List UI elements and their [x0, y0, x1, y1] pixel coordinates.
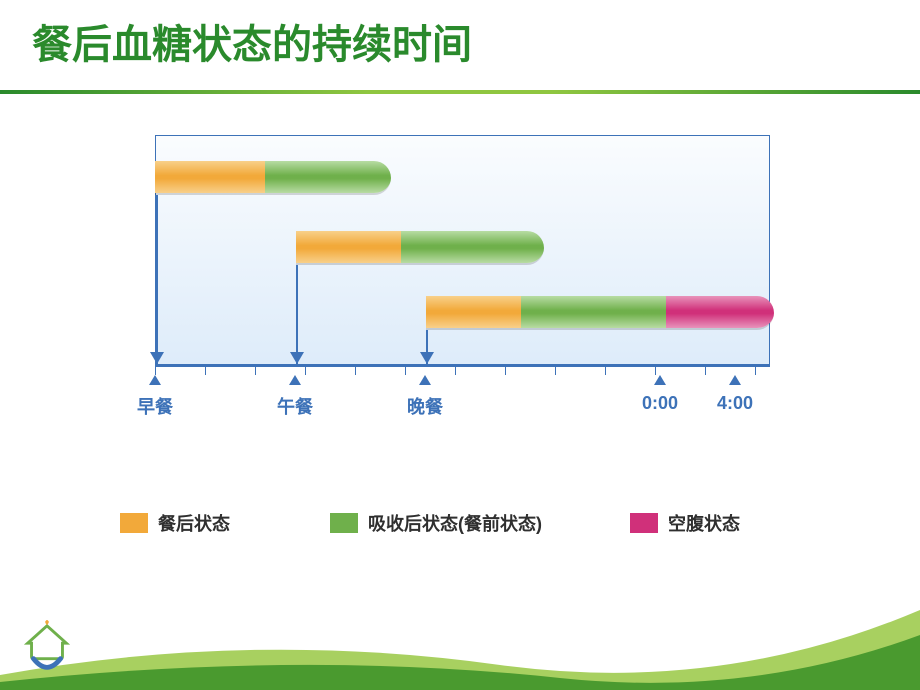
legend-label: 餐后状态 — [158, 510, 230, 536]
bar-segment — [426, 296, 521, 328]
chart-box — [155, 135, 770, 365]
axis-tick — [305, 365, 306, 375]
axis-tick — [755, 365, 756, 375]
meal-arrow — [156, 195, 158, 364]
arrow-head-icon — [150, 352, 164, 364]
legend-item: 吸收后状态(餐前状态) — [330, 510, 542, 536]
legend-item: 空腹状态 — [630, 510, 740, 536]
bar-segment — [521, 296, 666, 328]
axis-tick — [705, 365, 706, 375]
axis-marker-icon — [729, 375, 741, 385]
legend-swatch — [120, 513, 148, 533]
axis-marker-icon — [149, 375, 161, 385]
axis-label: 午餐 — [277, 393, 313, 419]
axis-tick — [355, 365, 356, 375]
legend-item: 餐后状态 — [120, 510, 230, 536]
divider-line — [0, 90, 920, 94]
axis-label: 早餐 — [137, 393, 173, 419]
axis-tick — [555, 365, 556, 375]
bar-segment — [265, 161, 391, 193]
axis-marker-icon — [654, 375, 666, 385]
timeline-bar-2 — [426, 296, 774, 330]
axis-label: 0:00 — [642, 393, 678, 414]
bar-segment — [666, 296, 774, 328]
page-number: 2 — [886, 653, 894, 670]
bar-segment — [401, 231, 544, 263]
axis-line — [155, 365, 770, 367]
axis-tick — [405, 365, 406, 375]
timeline-bar-0 — [155, 161, 391, 195]
legend-label: 吸收后状态(餐前状态) — [368, 510, 542, 536]
axis-label: 4:00 — [717, 393, 753, 414]
page-title: 餐后血糖状态的持续时间 — [32, 12, 472, 70]
legend-swatch — [330, 513, 358, 533]
axis-label: 晚餐 — [407, 393, 443, 419]
arrow-head-icon — [420, 352, 434, 364]
axis-tick — [455, 365, 456, 375]
axis-marker-icon — [289, 375, 301, 385]
logo-icon — [18, 620, 76, 678]
axis-marker-icon — [419, 375, 431, 385]
axis-tick — [605, 365, 606, 375]
axis-tick — [505, 365, 506, 375]
axis-tick — [155, 365, 156, 375]
axis-tick — [655, 365, 656, 375]
legend-label: 空腹状态 — [668, 510, 740, 536]
footer-decoration — [0, 580, 920, 690]
meal-arrow — [296, 265, 298, 364]
timeline-bar-1 — [296, 231, 544, 265]
arrow-head-icon — [290, 352, 304, 364]
axis-tick — [205, 365, 206, 375]
legend-swatch — [630, 513, 658, 533]
legend: 餐后状态 吸收后状态(餐前状态) 空腹状态 — [120, 510, 820, 540]
axis-tick — [255, 365, 256, 375]
bar-segment — [296, 231, 401, 263]
bar-segment — [155, 161, 265, 193]
